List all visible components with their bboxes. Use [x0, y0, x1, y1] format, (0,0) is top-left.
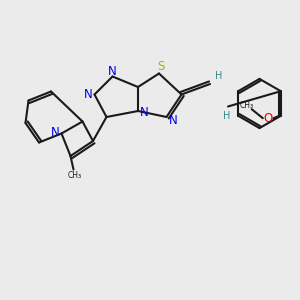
Text: CH₃: CH₃ [239, 101, 254, 110]
Text: N: N [169, 113, 178, 127]
Text: N: N [140, 106, 149, 119]
Text: O: O [264, 112, 273, 125]
Text: H: H [223, 111, 230, 121]
Text: S: S [157, 60, 164, 74]
Text: CH₃: CH₃ [68, 171, 82, 180]
Text: N: N [83, 88, 92, 101]
Text: N: N [50, 125, 59, 139]
Text: N: N [107, 64, 116, 78]
Text: H: H [215, 70, 222, 81]
